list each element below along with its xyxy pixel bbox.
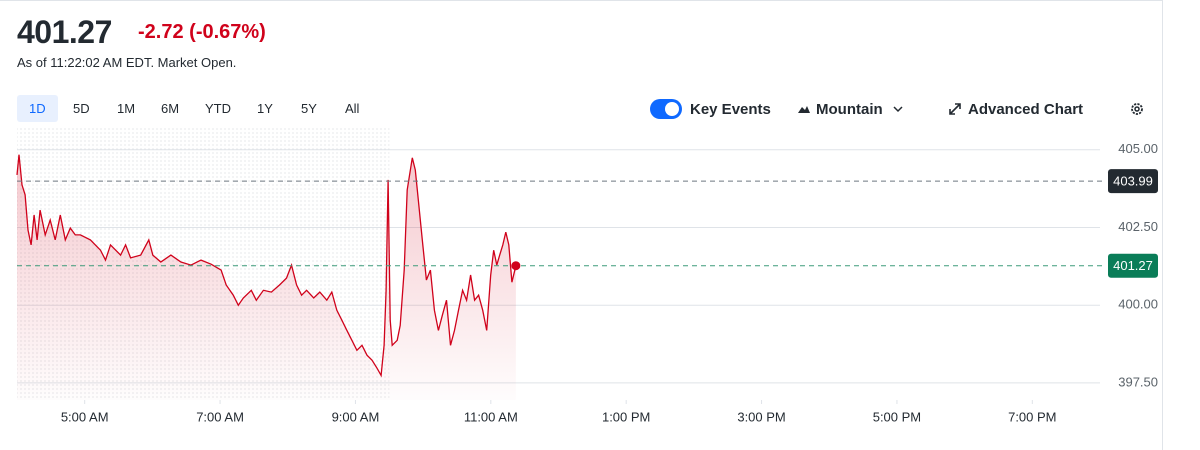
toggle-knob	[665, 102, 679, 116]
range-button[interactable]: All	[345, 101, 360, 116]
x-tick-label: 11:00 AM	[464, 409, 518, 424]
y-tick-label: 402.50	[1118, 219, 1158, 234]
x-tick-label: 1:00 PM	[602, 409, 650, 424]
advanced-chart[interactable]: Advanced Chart	[968, 101, 1084, 118]
range-button[interactable]: 1Y	[257, 101, 273, 116]
price-line	[16, 154, 517, 378]
settings-icon[interactable]	[1129, 101, 1145, 117]
change-percent: (-0.67%)	[189, 21, 266, 43]
last-point	[511, 261, 521, 271]
x-tick-label: 5:00 PM	[873, 409, 921, 424]
reference-label-bg	[1108, 169, 1158, 194]
reference-label-bg	[1108, 253, 1158, 278]
toggle[interactable]	[650, 99, 682, 119]
y-tick-label: 397.50	[1118, 374, 1158, 389]
range-button[interactable]: 5Y	[301, 101, 317, 116]
range-button[interactable]: YTD	[205, 101, 231, 116]
range-button[interactable]: 1D	[17, 95, 58, 122]
reference-label: 403.99	[1113, 174, 1153, 189]
range-button[interactable]: 5D	[73, 101, 90, 116]
chart-style[interactable]: Mountain	[816, 101, 883, 118]
price-change: -2.72 (-0.67%)	[138, 21, 266, 44]
x-tick-label: 7:00 AM	[196, 409, 244, 424]
chevron	[893, 106, 903, 113]
x-tick-label: 3:00 PM	[737, 409, 785, 424]
reference-label: 401.27	[1113, 258, 1153, 273]
range-button[interactable]: 1M	[117, 101, 136, 116]
range-button[interactable]: 6M	[161, 101, 180, 116]
price: 401.27	[17, 14, 112, 50]
key-events[interactable]: Key Events	[690, 101, 771, 118]
x-tick-label: 5:00 AM	[61, 409, 109, 424]
x-tick-label: 9:00 AM	[332, 409, 380, 424]
expand-icon	[949, 103, 961, 115]
status: As of 11:22:02 AM EDT. Market Open.	[17, 55, 237, 70]
mountain-icon	[798, 106, 810, 113]
y-tick-label: 405.00	[1118, 141, 1158, 156]
x-tick-label: 7:00 PM	[1008, 409, 1056, 424]
change: -2.72	[138, 21, 184, 43]
y-tick-label: 400.00	[1118, 297, 1158, 312]
